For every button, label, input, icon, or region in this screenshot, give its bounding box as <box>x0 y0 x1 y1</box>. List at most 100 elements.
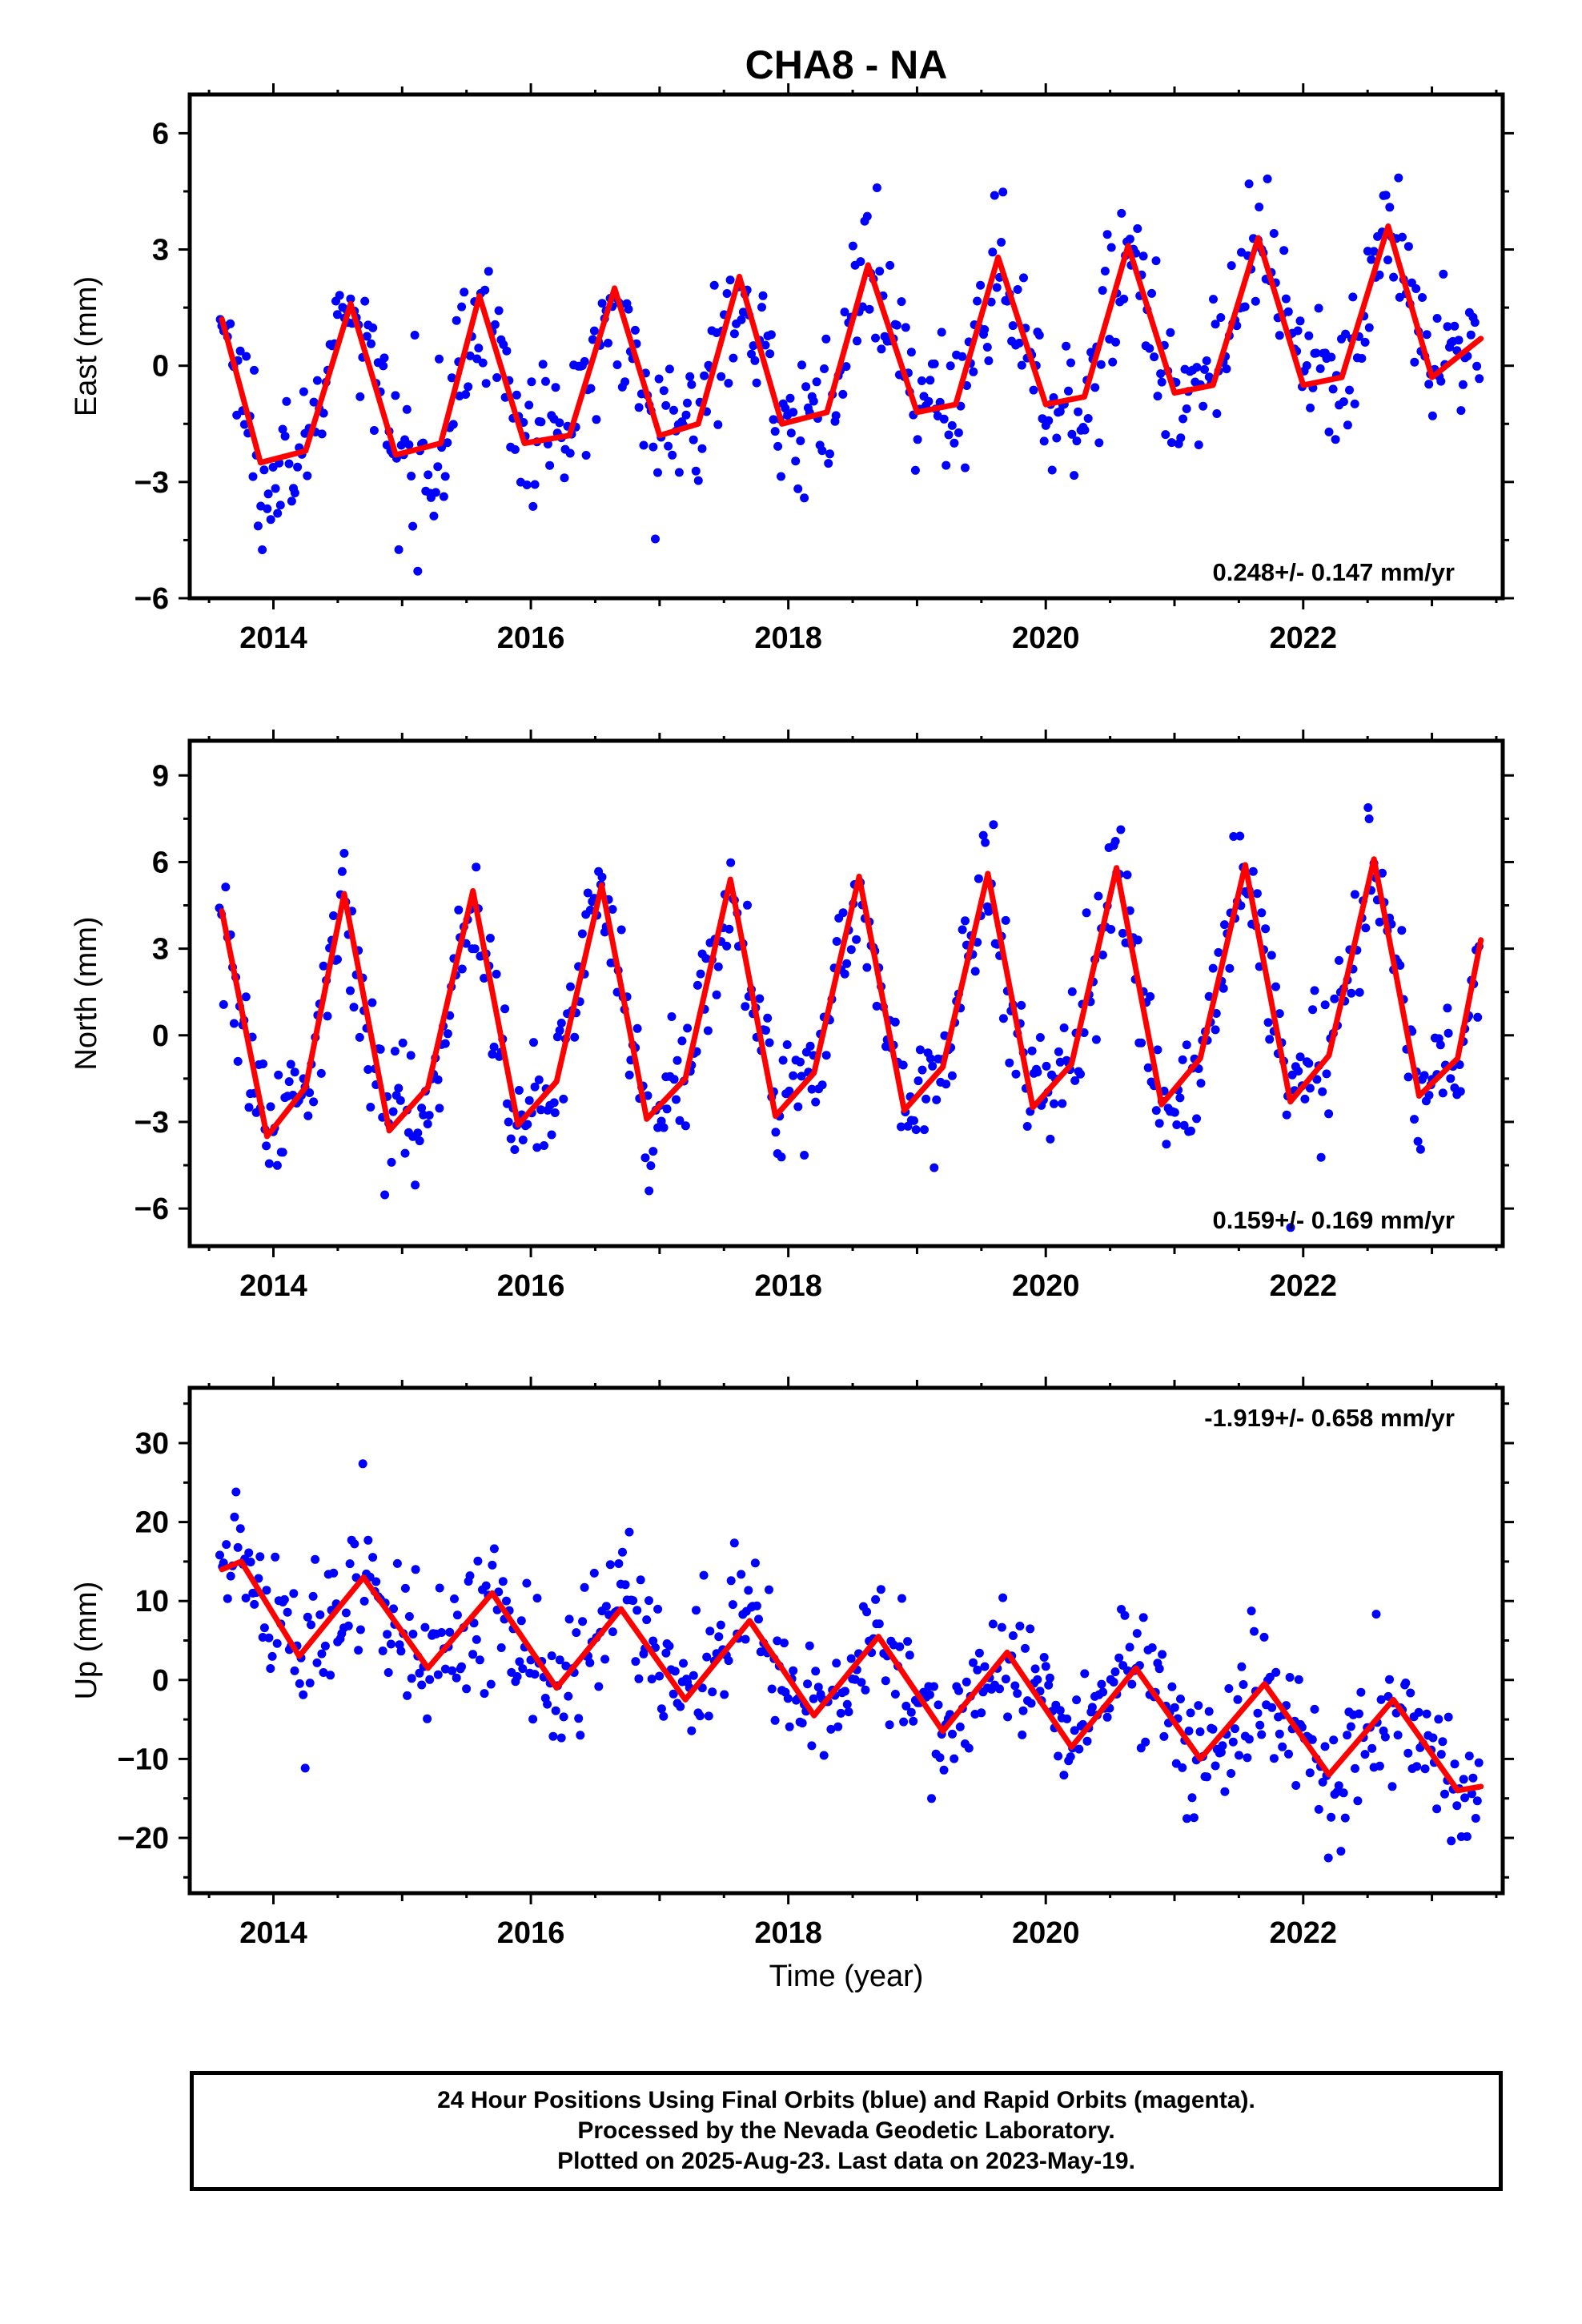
north-y-axis-label: North (mm) <box>70 916 103 1070</box>
data-point <box>990 191 999 200</box>
data-point <box>924 396 934 406</box>
data-point <box>440 1039 450 1048</box>
data-point <box>697 444 707 453</box>
data-point <box>841 362 851 372</box>
data-point <box>852 935 861 944</box>
data-point <box>523 1120 532 1129</box>
data-point <box>1003 1712 1013 1722</box>
data-point <box>1247 1606 1256 1616</box>
data-point <box>315 1610 325 1619</box>
data-point <box>1378 868 1387 878</box>
data-point <box>411 1180 420 1190</box>
up-rate-label: -1.919+/- 0.658 mm/yr <box>1204 1404 1455 1432</box>
data-point <box>489 1042 499 1051</box>
data-point <box>917 376 926 385</box>
data-point <box>1468 1773 1478 1783</box>
data-point <box>913 1076 923 1086</box>
data-point <box>349 1003 359 1012</box>
data-point <box>1080 1669 1090 1679</box>
data-point <box>1070 471 1079 480</box>
data-point <box>443 438 452 448</box>
chart-title: CHA8 - NA <box>745 42 948 87</box>
data-point <box>640 1153 650 1163</box>
data-point <box>648 442 658 452</box>
data-point <box>308 1591 318 1601</box>
data-point <box>429 511 439 521</box>
data-point <box>264 1159 274 1168</box>
data-point <box>1475 374 1484 384</box>
data-point <box>672 1095 681 1104</box>
data-point <box>765 349 775 359</box>
data-point <box>417 1104 427 1113</box>
data-point <box>771 1128 781 1137</box>
data-point <box>1350 399 1359 408</box>
data-point <box>989 820 998 830</box>
x-tick-label: 2018 <box>754 1269 822 1303</box>
data-point <box>1410 357 1419 367</box>
data-point <box>1424 1091 1434 1100</box>
data-point <box>939 1765 949 1775</box>
data-point <box>317 429 327 439</box>
data-point <box>1446 1074 1456 1084</box>
data-point <box>1279 246 1289 255</box>
data-point <box>1161 430 1170 440</box>
data-point <box>355 392 365 401</box>
data-point <box>262 1586 271 1595</box>
data-point <box>264 1633 274 1642</box>
up-y-axis-label: Up (mm) <box>70 1582 103 1700</box>
data-point <box>766 330 776 340</box>
data-point <box>1021 1643 1030 1653</box>
data-point <box>488 1560 497 1570</box>
data-point <box>1044 1680 1054 1690</box>
data-point <box>1341 329 1351 339</box>
data-point <box>890 1017 900 1027</box>
data-point <box>474 344 484 353</box>
data-point <box>995 1684 1004 1694</box>
data-point <box>974 1648 984 1658</box>
data-point <box>343 1621 353 1630</box>
data-point <box>984 907 994 916</box>
data-point <box>692 1606 701 1615</box>
data-point <box>555 1026 564 1035</box>
data-point <box>1118 928 1127 938</box>
data-point <box>1074 407 1083 416</box>
data-point <box>862 211 872 221</box>
data-point <box>977 1708 986 1718</box>
data-point <box>662 1104 672 1114</box>
data-point <box>1059 1023 1069 1032</box>
data-point <box>729 329 739 339</box>
data-point <box>515 1657 524 1667</box>
data-point <box>1271 1667 1281 1677</box>
data-point <box>988 1619 998 1629</box>
data-point <box>250 365 259 375</box>
data-point <box>578 1617 588 1626</box>
data-point <box>796 436 805 445</box>
data-point <box>407 472 416 480</box>
data-point <box>1403 1072 1413 1082</box>
data-point <box>724 1656 733 1666</box>
data-point <box>1343 420 1352 430</box>
data-point <box>431 488 440 497</box>
data-point <box>1220 1787 1230 1796</box>
data-point <box>583 888 592 898</box>
data-point <box>305 1679 315 1688</box>
data-point <box>524 400 534 410</box>
x-tick-label: 2016 <box>497 1916 565 1950</box>
data-point <box>1347 988 1356 998</box>
data-point <box>339 849 349 858</box>
data-point <box>1435 1040 1445 1050</box>
data-point <box>1042 1061 1051 1071</box>
data-point <box>1285 1673 1295 1682</box>
footer-box: 24 Hour Positions Using Final Orbits (bl… <box>190 2071 1503 2191</box>
data-point <box>226 319 235 328</box>
data-point <box>1080 425 1090 435</box>
data-point <box>897 297 906 307</box>
data-point <box>440 472 450 481</box>
data-point <box>691 466 701 476</box>
y-tick-label: 10 <box>135 1585 169 1618</box>
data-point <box>906 348 916 357</box>
data-point <box>780 1638 789 1648</box>
data-point <box>1211 320 1220 329</box>
data-point <box>250 1599 259 1609</box>
data-point <box>371 1577 381 1586</box>
